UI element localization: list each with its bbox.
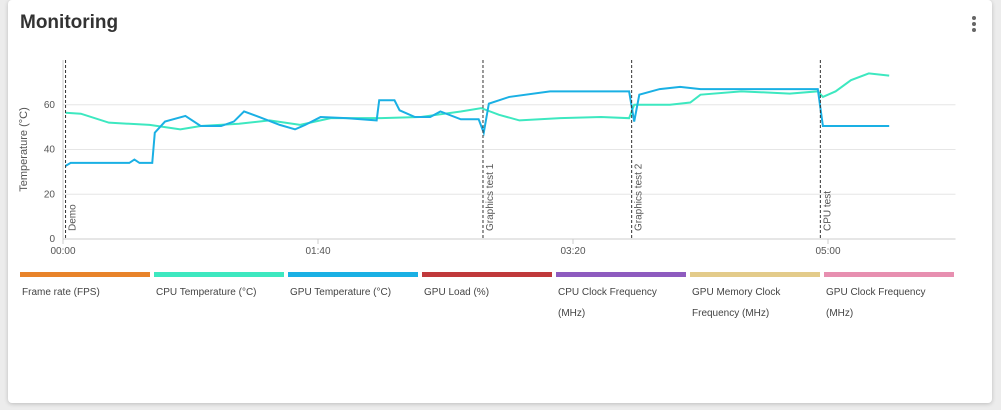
y-axis-label: Temperature (°C): [18, 107, 30, 191]
legend-swatch: [154, 272, 284, 277]
legend-label: GPU Clock Frequency (MHz): [826, 287, 926, 319]
y-tick-label: 60: [44, 100, 56, 111]
legend-swatch: [422, 272, 552, 277]
y-tick-label: 20: [44, 189, 56, 200]
chart: 0 20 40 60 00:00 01:40 03:20 05:00 Temperature (…: [18, 60, 956, 257]
annotation-label: CPU test: [822, 191, 833, 231]
legend-swatch: [556, 272, 686, 277]
menu-button[interactable]: [972, 16, 976, 34]
x-tick-label: 01:40: [305, 246, 330, 257]
series-line: [65, 72, 890, 131]
annotation-label: Demo: [68, 204, 79, 231]
legend-item[interactable]: GPU Load (%): [422, 272, 552, 324]
legend-item[interactable]: GPU Clock Frequency (MHz): [824, 272, 954, 324]
y-tick-label: 40: [44, 145, 56, 156]
legend-item[interactable]: CPU Clock Frequency (MHz): [556, 272, 686, 324]
series-line: [65, 85, 890, 167]
legend-swatch: [824, 272, 954, 277]
annotation-label: Graphics test 2: [634, 163, 645, 231]
x-tick-label: 03:20: [560, 246, 585, 257]
legend-label: GPU Temperature (°C): [290, 287, 392, 298]
x-tick-label: 05:00: [815, 246, 840, 257]
card: Monitoring: [8, 0, 992, 403]
legend-item[interactable]: Frame rate (FPS): [20, 272, 150, 324]
legend-item[interactable]: CPU Temperature (°C): [154, 272, 284, 324]
legend: Frame rate (FPS) CPU Temperature (°C) GPU …: [20, 272, 958, 324]
legend-swatch: [288, 272, 418, 277]
legend-label: CPU Clock Frequency (MHz): [558, 287, 657, 319]
legend-label: Frame rate (FPS): [22, 287, 100, 298]
legend-label: GPU Load (%): [424, 287, 490, 298]
legend-label: GPU Memory Clock Frequency (MHz): [692, 287, 781, 319]
legend-swatch: [20, 272, 150, 277]
annotation-label: Graphics test 1: [485, 163, 496, 231]
legend-item[interactable]: GPU Temperature (°C): [288, 272, 418, 324]
card-title: Monitoring: [20, 12, 119, 33]
legend-item[interactable]: GPU Memory Clock Frequency (MHz): [690, 272, 820, 324]
x-tick-label: 00:00: [50, 246, 75, 257]
legend-swatch: [690, 272, 820, 277]
y-tick-label: 0: [49, 234, 55, 245]
legend-label: CPU Temperature (°C): [156, 287, 257, 298]
